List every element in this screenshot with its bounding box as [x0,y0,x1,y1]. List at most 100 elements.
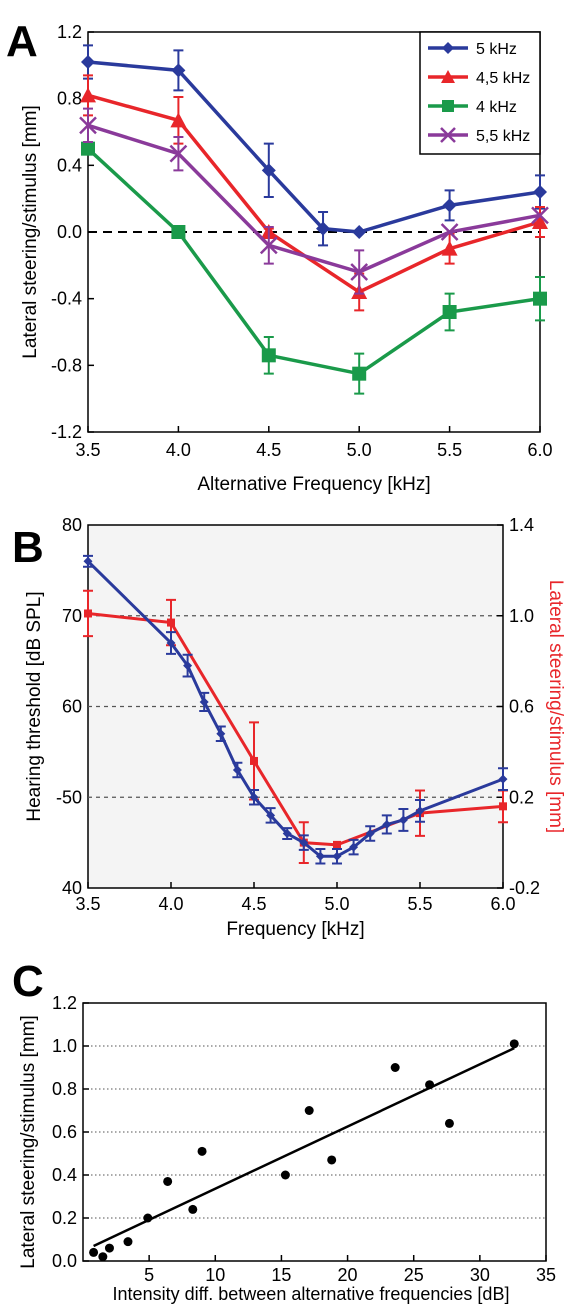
y2-tick-label: -0.2 [509,878,540,898]
data-point [444,1118,454,1128]
data-point [327,1155,337,1165]
series-blue-marker [171,63,186,78]
series-blue-marker [83,556,93,566]
y2-tick-label: 1.0 [509,606,534,626]
legend-marker [442,100,454,112]
y-tick-label: 40 [62,878,82,898]
series-purple-line [87,123,541,274]
series-blue-marker [316,221,331,236]
y-tick-label: 80 [62,515,82,535]
series-blue-marker [232,765,242,775]
series-green-marker [261,348,276,363]
y-tick-label: 0.0 [57,222,82,242]
y-tick-label: 0.0 [52,1251,77,1271]
legend-label: 5,5 kHz [476,128,530,145]
x-tick-label: 4.0 [158,894,183,914]
series-blue-marker [216,729,226,739]
x-tick-label: 3.5 [75,894,100,914]
series-blue-marker [332,851,342,861]
chart-a: 3.5 4.0 4.5 5.0 5.5 6.0 1.2 0.8 0.4 0.0 -0.4 -0.8 -1… [20,22,553,495]
series-green-marker [533,291,547,306]
x-tick-label: 4.5 [256,440,281,460]
x-axis-label: Intensity diff. between alternative freq… [113,1284,510,1304]
y-tick-label: 0.4 [52,1165,77,1185]
data-point [197,1146,207,1156]
series-blue-marker [81,55,95,69]
chart-b: 3.5 4.0 4.5 5.0 5.5 6.0 80 70 60 -50 40 1.4 1.0 0.6 0.… [24,515,565,940]
y2-tick-label: 0.6 [509,697,534,717]
y2-tick-label: 1.4 [509,515,534,535]
series-red-marker [84,609,92,618]
series-blue-marker [261,163,276,178]
data-point [188,1204,198,1214]
y-tick-label: 0.2 [52,1208,77,1228]
x-tick-label: 30 [470,1265,490,1285]
series-green-marker [352,366,367,381]
chart-c: 5 10 15 20 25 30 35 1.2 1.0 0.8 0.6 0.4 0.2 0.0 Intens… [18,993,556,1304]
regression-line [93,1047,515,1248]
panel-label-c: C [12,957,44,1006]
x-tick-label: 10 [205,1265,225,1285]
series-purple-marker [531,206,549,225]
y-tick-label: 1.2 [52,993,77,1013]
data-point [123,1237,133,1247]
x-tick-label: 6.0 [490,894,515,914]
data-point [104,1243,114,1253]
series-red-marker [532,214,548,229]
x-tick-label: 5.5 [437,440,462,460]
series-blue-marker [533,185,547,199]
y-tick-label: 0.6 [52,1122,77,1142]
series-blue-marker [266,810,276,820]
series-blue-marker [382,819,392,829]
y2-tick-label: 0.2 [509,787,534,807]
data-point [163,1176,173,1186]
data-point [98,1252,108,1262]
y2-axis-label: Lateral steering/stimulus [mm] [545,580,565,833]
series-blue-marker [249,792,259,802]
y-axis-label: Hearing threshold [dB SPL] [24,591,45,821]
data-point [89,1247,99,1257]
series-blue-marker [398,815,408,825]
data-point [280,1170,290,1180]
panel-label-b: B [12,523,44,572]
series-red-marker [499,802,507,811]
data-point [143,1213,153,1223]
series-blue-marker [183,661,193,671]
legend-label: 4 kHz [476,99,517,116]
y-tick-label: -50 [56,787,82,807]
x-tick-label: 20 [338,1265,358,1285]
legend-marker [440,127,456,143]
series-red-marker [250,756,258,765]
x-tick-label: 4.0 [166,440,191,460]
series-purple-marker [169,144,188,163]
panel-label-a: A [6,17,38,66]
x-tick-label: 6.0 [527,440,552,460]
x-tick-label: 15 [271,1265,291,1285]
y-tick-label: 0.8 [52,1079,77,1099]
data-point [425,1080,435,1090]
y-tick-label: 1.0 [52,1036,77,1056]
series-blue-marker [365,829,375,839]
series-purple-marker [79,116,97,135]
y-tick-label: 0.8 [57,89,82,109]
x-tick-label: 5.5 [407,894,432,914]
x-axis-label: Frequency [kHz] [226,919,364,940]
series-blue-marker [315,851,325,861]
series-purple-marker [350,263,369,281]
legend-label: 4,5 kHz [476,70,530,87]
series-green-marker [442,305,457,319]
series-red-marker [80,87,96,103]
series-blue-marker [352,225,367,239]
y-tick-label: -0.8 [51,355,82,375]
y-tick-label: -0.4 [51,289,82,309]
series-green-marker [171,225,186,239]
x-tick-label: 35 [536,1265,556,1285]
x-tick-label: 5.0 [347,440,372,460]
series-green-line [86,147,541,376]
series-blue-marker [282,829,292,839]
x-tick-label: 25 [404,1265,424,1285]
legend-label: 5 kHz [476,41,517,58]
series-blue-marker [498,774,508,784]
series-blue-marker [415,806,425,816]
series-green-marker [81,141,95,156]
